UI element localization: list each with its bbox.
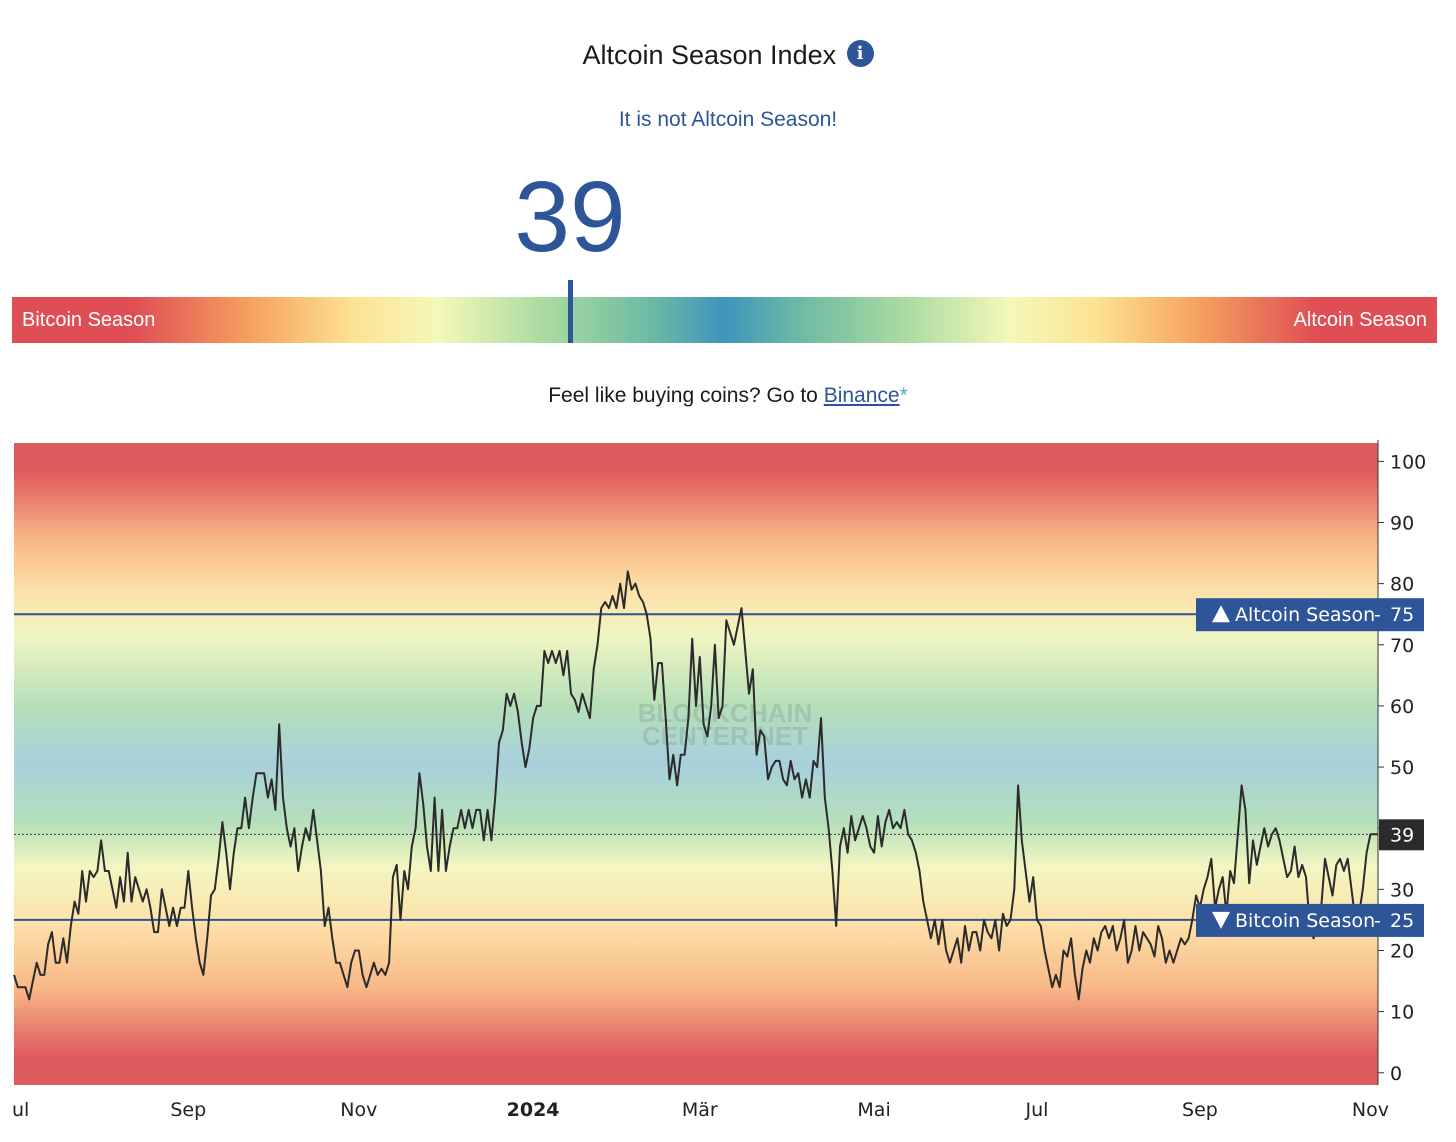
promo-text: Feel like buying coins? Go to: [548, 384, 824, 407]
gauge-label-altcoin: Altcoin Season: [1293, 309, 1427, 331]
y-tick-label: 70: [1390, 635, 1414, 657]
axis-layer: 0102030405060708090100Altcoin Season-75B…: [12, 440, 1426, 1121]
threshold-dash: -: [1374, 604, 1381, 626]
x-tick-label: Sep: [170, 1099, 206, 1121]
x-tick-label: Nov: [340, 1099, 377, 1121]
threshold-label: Altcoin Season: [1235, 604, 1375, 626]
y-tick-label: 0: [1390, 1063, 1402, 1085]
x-tick-label: Jul: [1025, 1099, 1049, 1121]
threshold-arrow-icon: [1212, 605, 1230, 623]
threshold-lines: [14, 613, 1378, 921]
threshold-value: 25: [1390, 910, 1414, 932]
page-title: Altcoin Season Index: [582, 40, 837, 70]
x-tick-label: Sep: [1182, 1099, 1218, 1121]
y-tick-label: 100: [1390, 451, 1426, 473]
y-tick-label: 10: [1390, 1002, 1414, 1024]
y-tick-label: 90: [1390, 512, 1414, 534]
y-tick-label: 80: [1390, 574, 1414, 596]
y-tick-label: 50: [1390, 757, 1414, 779]
series-layer: [13, 570, 1378, 1001]
season-status: It is not Altcoin Season!: [618, 108, 838, 131]
info-icon[interactable]: i: [846, 40, 874, 67]
gauge-label-bitcoin: Bitcoin Season: [22, 309, 156, 331]
threshold-dash: -: [1374, 910, 1381, 932]
binance-link[interactable]: Binance: [823, 384, 900, 407]
altcoin-index-chart: BLOCKCHAIN CENTER.NET 010203040506070809…: [12, 440, 1426, 1121]
threshold-label: Bitcoin Season: [1235, 910, 1375, 932]
title-row: Altcoin Season Index i: [0, 40, 1456, 80]
x-tick-label: Mai: [857, 1099, 890, 1121]
threshold-value: 75: [1390, 604, 1414, 626]
gauge-marker: [568, 280, 573, 343]
y-tick-label: 20: [1390, 940, 1414, 962]
index-series-line: [13, 570, 1378, 1001]
current-value-badge: [1379, 819, 1424, 851]
x-tick-label: Nov: [1352, 1099, 1389, 1121]
watermark: BLOCKCHAIN CENTER.NET: [638, 698, 813, 751]
index-value: 39: [514, 161, 626, 273]
y-tick-label: 30: [1390, 879, 1414, 901]
threshold-label-box: [1196, 903, 1424, 937]
x-tick-label: 2024: [507, 1099, 560, 1121]
threshold-arrow-icon: [1212, 911, 1230, 929]
promo-asterisk: *: [899, 384, 908, 407]
threshold-label-box: [1196, 598, 1424, 632]
x-tick-label: ul: [12, 1099, 29, 1121]
y-tick-label: 60: [1390, 696, 1414, 718]
svg-text:CENTER.NET: CENTER.NET: [642, 721, 808, 751]
chart-background: [14, 443, 1378, 1085]
promo-line: Feel like buying coins? Go to Binance*: [0, 384, 1456, 408]
season-gauge: Bitcoin Season Altcoin Season: [12, 280, 1437, 343]
current-value-label: 39: [1390, 824, 1414, 846]
x-tick-label: Mär: [682, 1099, 718, 1121]
